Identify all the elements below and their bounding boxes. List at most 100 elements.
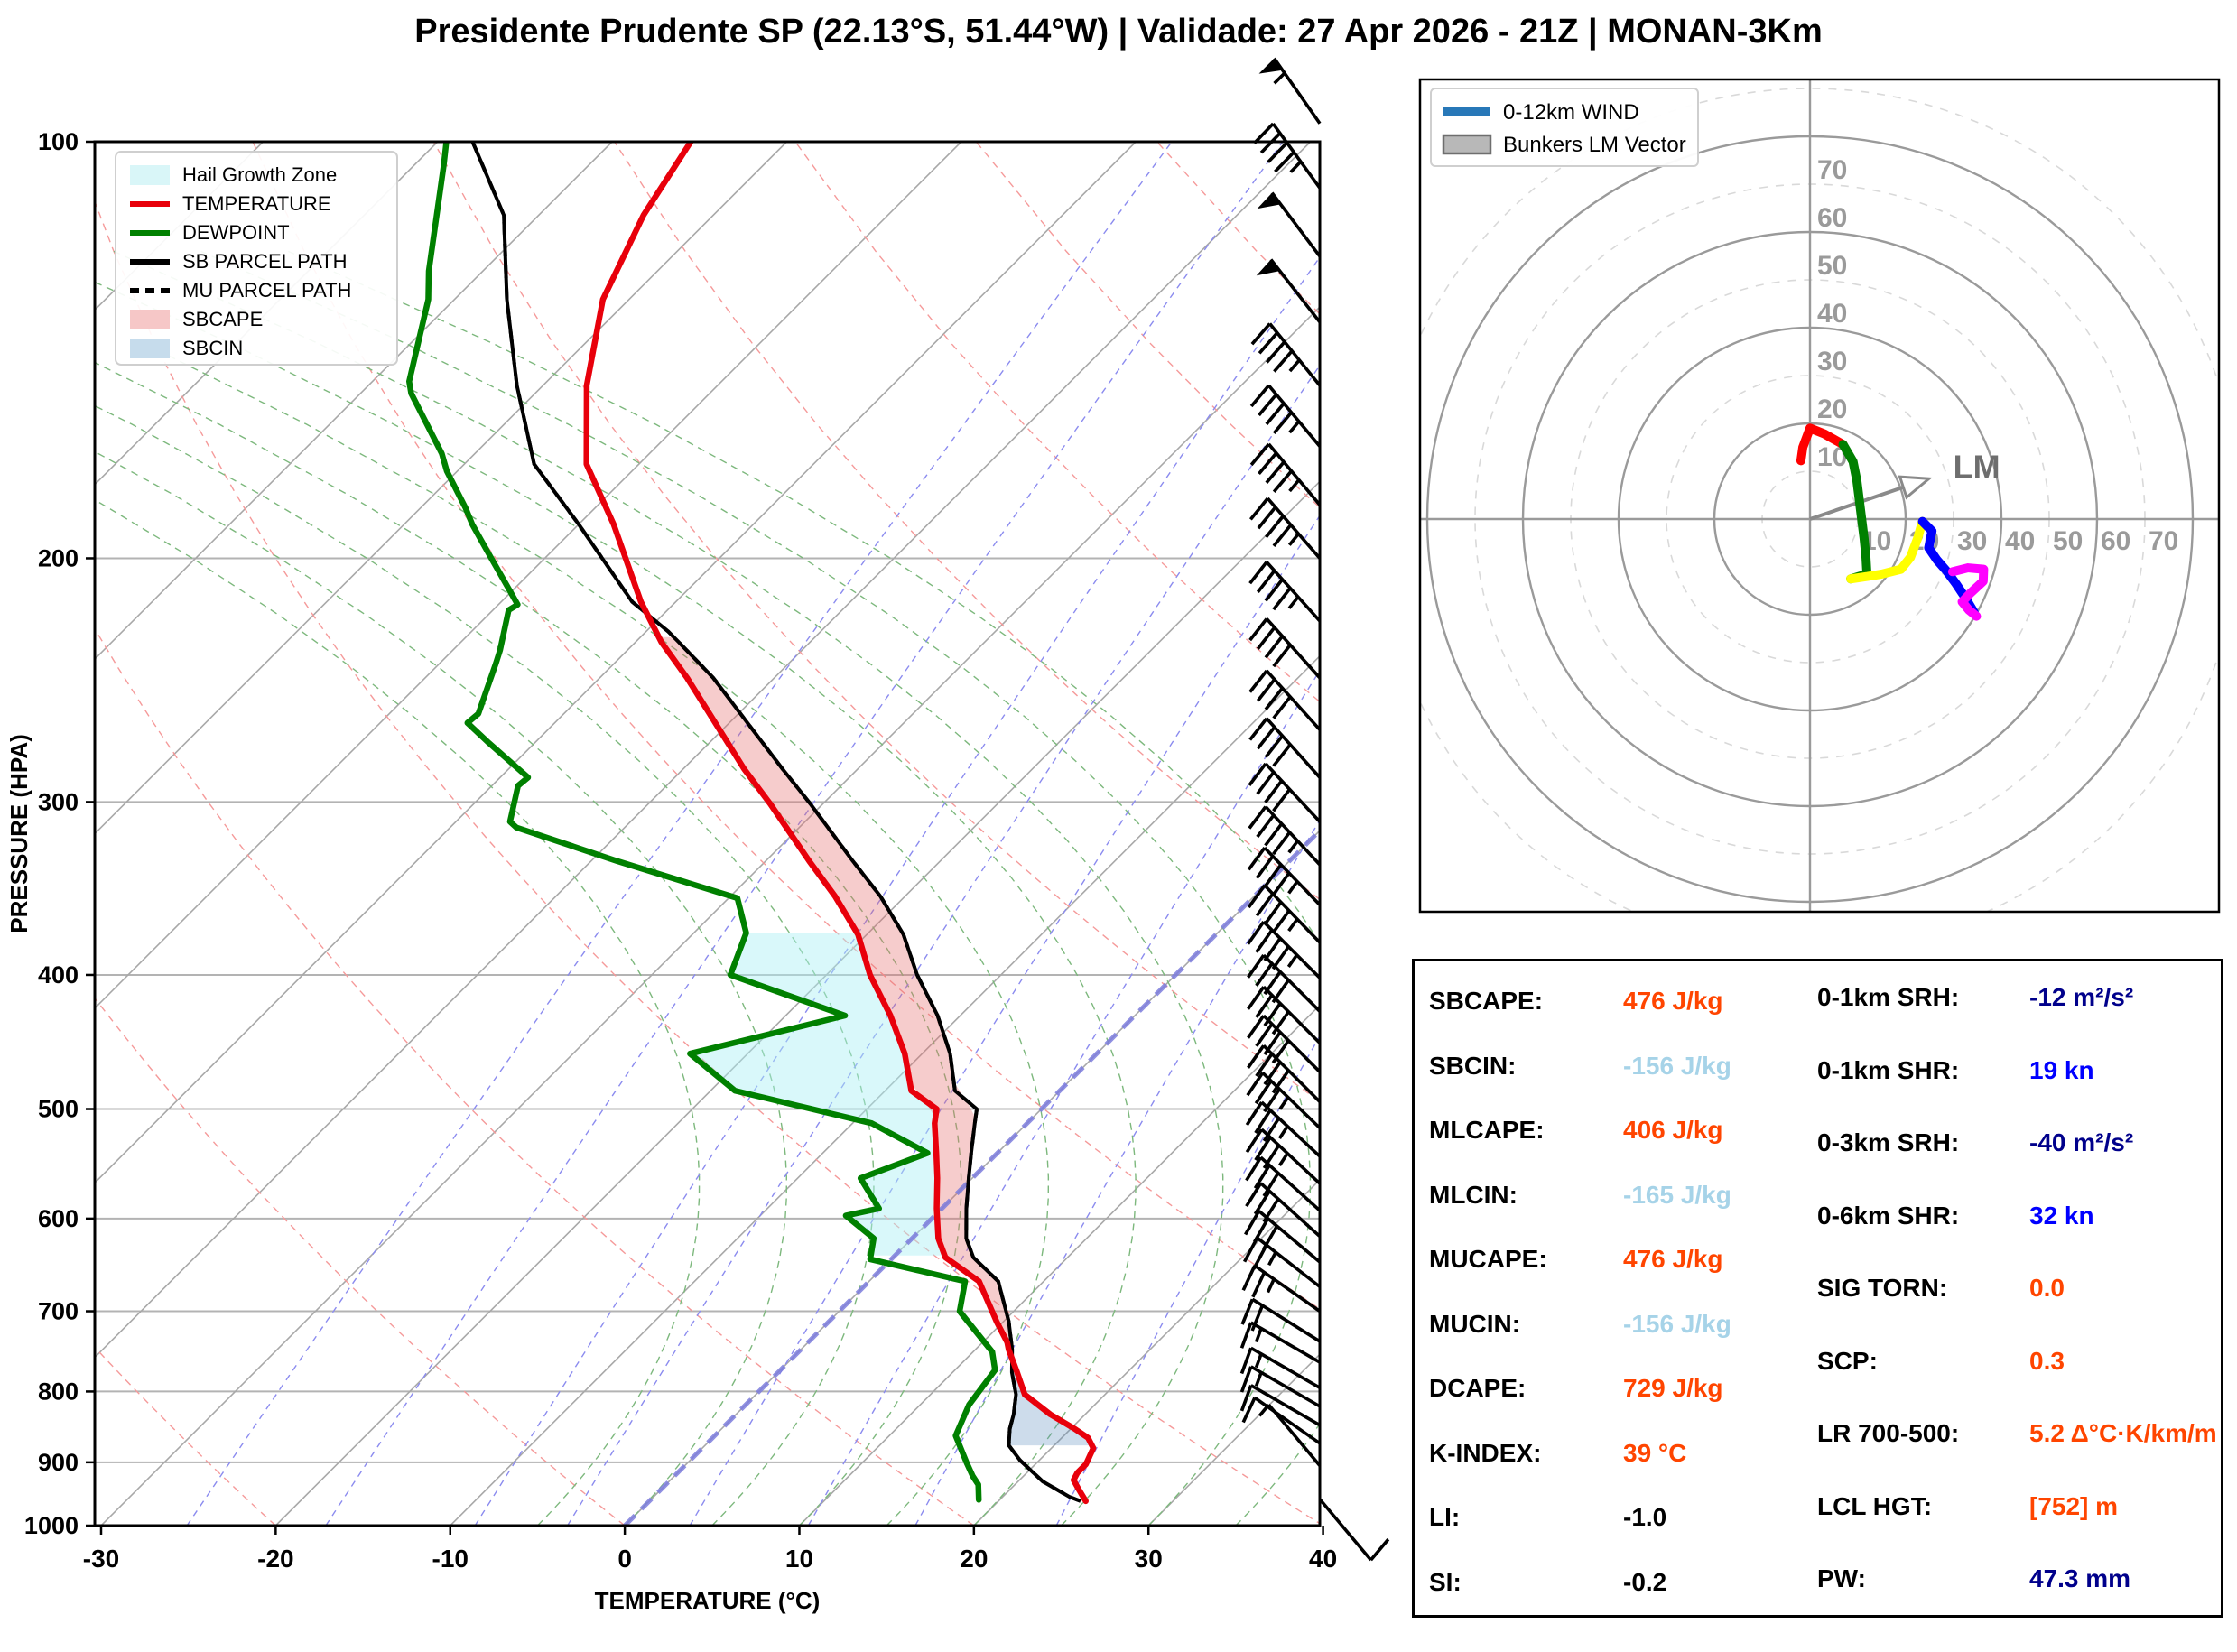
wind-barb [1253,122,1322,190]
wind-barb [1245,1100,1322,1158]
stat-row-0-1km-srh: 0-1km SRH: -12 m²/s² [1817,983,2133,1012]
legend-item: DEWPOINT [130,221,290,244]
pressure-tick-label: 700 [38,1298,79,1325]
wind-barb [1245,1128,1322,1185]
wind-barb [1256,258,1322,323]
wind-barb [1239,1346,1321,1389]
stat-row-sbcape: SBCAPE: 476 J/kg [1429,987,1723,1016]
stat-value: 39 °C [1623,1438,1687,1467]
stat-value: -165 J/kg [1623,1180,1731,1209]
legend-item: SBCAPE [130,308,263,330]
wind-barb [1318,1498,1390,1562]
stat-label: PW: [1817,1564,1866,1592]
temperature-tick-label: -30 [83,1545,119,1573]
temperature-tick-label: 30 [1135,1545,1163,1573]
stat-label: MLCAPE: [1429,1116,1545,1144]
page-title: Presidente Prudente SP (22.13°S, 51.44°W… [414,13,1823,51]
stat-row-mlcape: MLCAPE: 406 J/kg [1429,1116,1723,1145]
wind-barb [1257,191,1322,257]
pressure-tick-label: 100 [38,128,79,155]
wind-barb [1239,1321,1321,1364]
wind-barb [1244,1210,1322,1264]
stat-row-mlcin: MLCIN: -165 J/kg [1429,1181,1731,1210]
stats-panel: SBCAPE: 476 J/kg SBCIN: -156 J/kg MLCAPE: 406… [1412,959,2223,1618]
wind-barb [1245,1182,1322,1238]
wind-barb [1239,1365,1321,1408]
stat-row-0-6km-shr: 0-6km SHR: 32 kn [1817,1202,2094,1230]
stat-label: LI: [1429,1503,1461,1531]
pressure-tick-label: 900 [38,1449,79,1476]
skewt-legend: Hail Growth Zone TEMPERATURE DEWPOINT SB PA… [115,151,398,366]
pressure-tick-label: 1000 [24,1512,79,1539]
isotherm-gridlines [95,142,1320,1526]
stat-label: SBCIN: [1429,1051,1517,1080]
legend-item: Hail Growth Zone [130,163,337,186]
stat-row-sig-torn: SIG TORN: 0.0 [1817,1274,2065,1303]
wind-barb [1249,442,1322,506]
wind-barb [1246,1072,1322,1129]
stat-row-mucin: MUCIN: -156 J/kg [1429,1310,1731,1339]
stat-label: MUCIN: [1429,1309,1521,1338]
wind-barb [1247,1014,1322,1073]
pressure-tick-label: 500 [38,1096,79,1123]
wind-barb [1258,57,1322,125]
stat-label: 0-6km SHR: [1817,1201,1960,1230]
legend-item-label: MU PARCEL PATH [182,279,351,302]
temperature-tick-label: 10 [785,1545,813,1573]
legend-item-label: SBCIN [182,337,243,359]
wind-barb [1248,669,1322,731]
isobar-gridlines [95,557,1320,1463]
stat-label: MUCAPE: [1429,1245,1547,1273]
legend-item: SB PARCEL PATH [130,250,348,273]
mixing-ratio-lines [186,142,1320,1526]
stats-right-column: 0-1km SRH: -12 m²/s² 0-1km SHR: 19 kn 0-3km … [1817,961,2217,1615]
stat-label: MLCIN: [1429,1180,1518,1209]
stat-row-lr-700-500: LR 700-500: 5.2 Δ°C·K/km/m [1817,1419,2217,1448]
legend-item: MU PARCEL PATH [130,279,351,302]
wind-barb [1239,1384,1321,1427]
stat-label: LCL HGT: [1817,1491,1933,1520]
wind-barb [1247,846,1322,906]
wind-barb [1248,561,1322,623]
temperature-tick-label: 0 [617,1545,632,1573]
stat-label: K-INDEX: [1429,1438,1542,1467]
stat-value: -12 m²/s² [2029,983,2134,1011]
temperature-tick-label: 40 [1309,1545,1337,1573]
stat-row-dcape: DCAPE: 729 J/kg [1429,1374,1723,1403]
wind-barb [1248,762,1322,823]
stat-value: 476 J/kg [1623,987,1723,1015]
wind-barb [1247,953,1322,1013]
wind-barb [1248,805,1322,867]
legend-item-label: Hail Growth Zone [182,163,337,186]
stat-label: 0-1km SHR: [1817,1055,1960,1084]
stat-label: LR 700-500: [1817,1419,1960,1447]
pressure-tick-label: 200 [38,544,79,571]
mu-parcel-path-curve [470,142,1081,1503]
wind-barb [1247,985,1322,1044]
stat-label: SCP: [1817,1346,1878,1375]
stat-row-0-1km-shr: 0-1km SHR: 19 kn [1817,1056,2094,1085]
wind-barb [1241,1396,1322,1445]
wind-barb [1249,384,1322,448]
stat-row-li: LI: -1.0 [1429,1503,1666,1532]
temperature-tick-label: -20 [257,1545,293,1573]
sounding-curves [406,142,1097,1505]
dewpoint-curve [406,142,998,1503]
stat-row-k-index: K-INDEX: 39 °C [1429,1439,1686,1468]
stat-row-si: SI: -0.2 [1429,1568,1666,1597]
pressure-tick-label: 800 [38,1378,79,1405]
stat-label: 0-1km SRH: [1817,983,1960,1011]
stat-label: 0-3km SRH: [1817,1128,1960,1156]
stat-row-sbcin: SBCIN: -156 J/kg [1429,1052,1731,1081]
wind-barb [1248,497,1322,560]
skewt-x-axis-title: TEMPERATURE (°C) [595,1587,821,1614]
stat-row-mucape: MUCAPE: 476 J/kg [1429,1245,1723,1274]
skewt-y-axis-title: PRESSURE (HPA) [5,734,32,933]
pressure-tick-label: 300 [38,788,79,815]
wind-barb [1247,920,1322,979]
temperature-curve [583,142,1097,1505]
legend-item-label: SBCAPE [182,308,263,330]
stat-value: 5.2 Δ°C·K/km/m [2029,1419,2217,1447]
